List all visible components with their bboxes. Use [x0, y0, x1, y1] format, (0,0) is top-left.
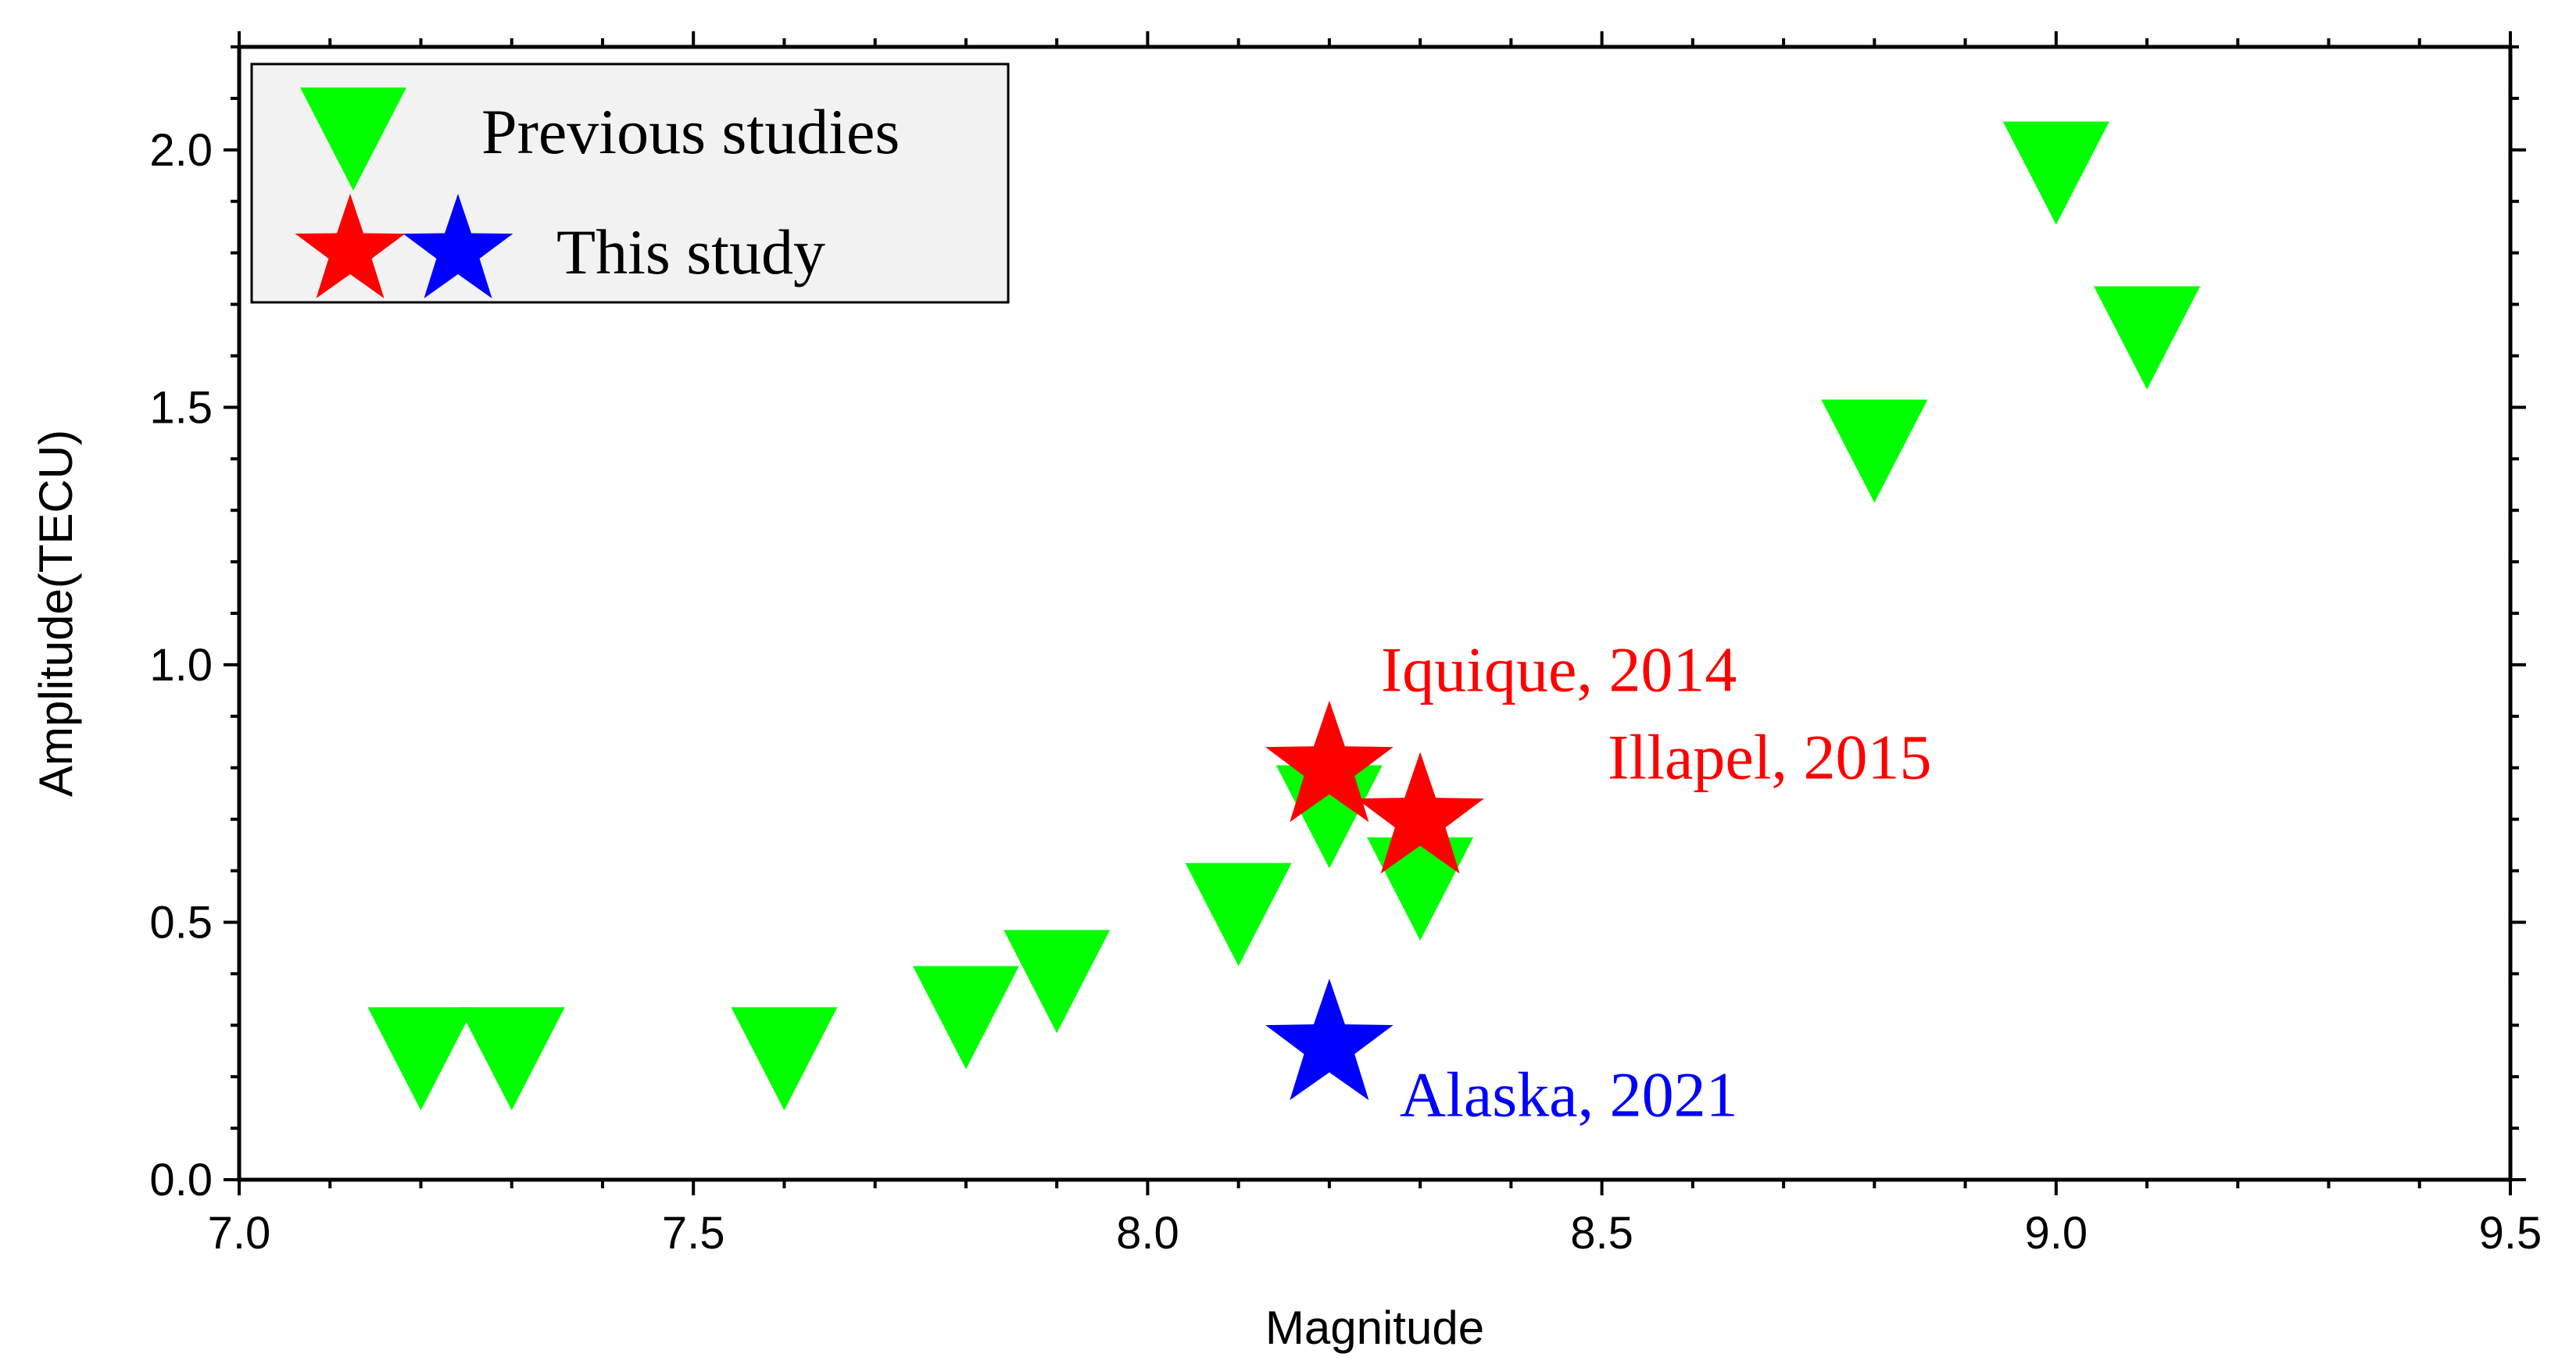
marker-previous-study-10 [2094, 286, 2201, 390]
annotation-alaska-2021: Alaska, 2021 [1400, 1059, 1738, 1130]
marker-previous-study-0 [367, 1007, 474, 1111]
y-tick-label: 0.5 [149, 897, 213, 948]
x-axis-title: Magnitude [1265, 1302, 1484, 1354]
marker-previous-study-5 [1185, 863, 1292, 966]
y-tick-label: 0.0 [149, 1155, 213, 1205]
legend: Previous studies This study [250, 63, 1010, 304]
x-tick-label: 7.0 [208, 1208, 271, 1259]
annotation-illapel-2015: Illapel, 2015 [1608, 722, 1931, 793]
data-markers [367, 121, 2201, 1111]
marker-star-illapel-2015 [1356, 752, 1484, 874]
x-tick-label: 8.5 [1570, 1208, 1633, 1259]
legend-symbol-star-0 [295, 194, 406, 298]
y-tick-label: 1.0 [149, 640, 213, 691]
legend-symbols [295, 88, 513, 298]
y-tick-labels: 0.0 0.5 1.0 1.5 2.0 [149, 125, 213, 1205]
x-tick-labels: 7.0 7.5 8.0 8.5 9.0 9.5 [208, 1208, 2542, 1259]
y-axis-title: Amplitude(TECU) [30, 430, 82, 797]
marker-previous-study-8 [1821, 399, 1928, 503]
plot-frame [237, 45, 2513, 1182]
x-tick-label: 8.0 [1116, 1208, 1179, 1259]
marker-star-iquique-2014 [1265, 700, 1394, 823]
legend-symbol-triangle [300, 88, 406, 191]
x-tick-label: 7.5 [662, 1208, 725, 1259]
legend-label-previous-studies: Previous studies [481, 96, 900, 167]
marker-previous-study-9 [2002, 121, 2109, 225]
x-tick-label: 9.5 [2479, 1208, 2542, 1259]
point-annotations: Iquique, 2014 Illapel, 2015 Alaska, 2021 [1381, 634, 1932, 1130]
marker-star-alaska-2021 [1265, 978, 1394, 1101]
major-ticks [224, 31, 2526, 1195]
annotation-iquique-2014: Iquique, 2014 [1381, 634, 1737, 705]
legend-label-this-study: This study [556, 216, 825, 288]
y-tick-label: 1.5 [149, 382, 213, 433]
y-tick-label: 2.0 [149, 125, 213, 176]
legend-symbol-star-1 [402, 194, 513, 298]
marker-previous-study-2 [731, 1007, 838, 1111]
x-tick-label: 9.0 [2024, 1208, 2088, 1259]
marker-previous-study-4 [1004, 930, 1111, 1034]
marker-previous-study-3 [912, 966, 1019, 1070]
marker-previous-study-1 [458, 1007, 565, 1111]
